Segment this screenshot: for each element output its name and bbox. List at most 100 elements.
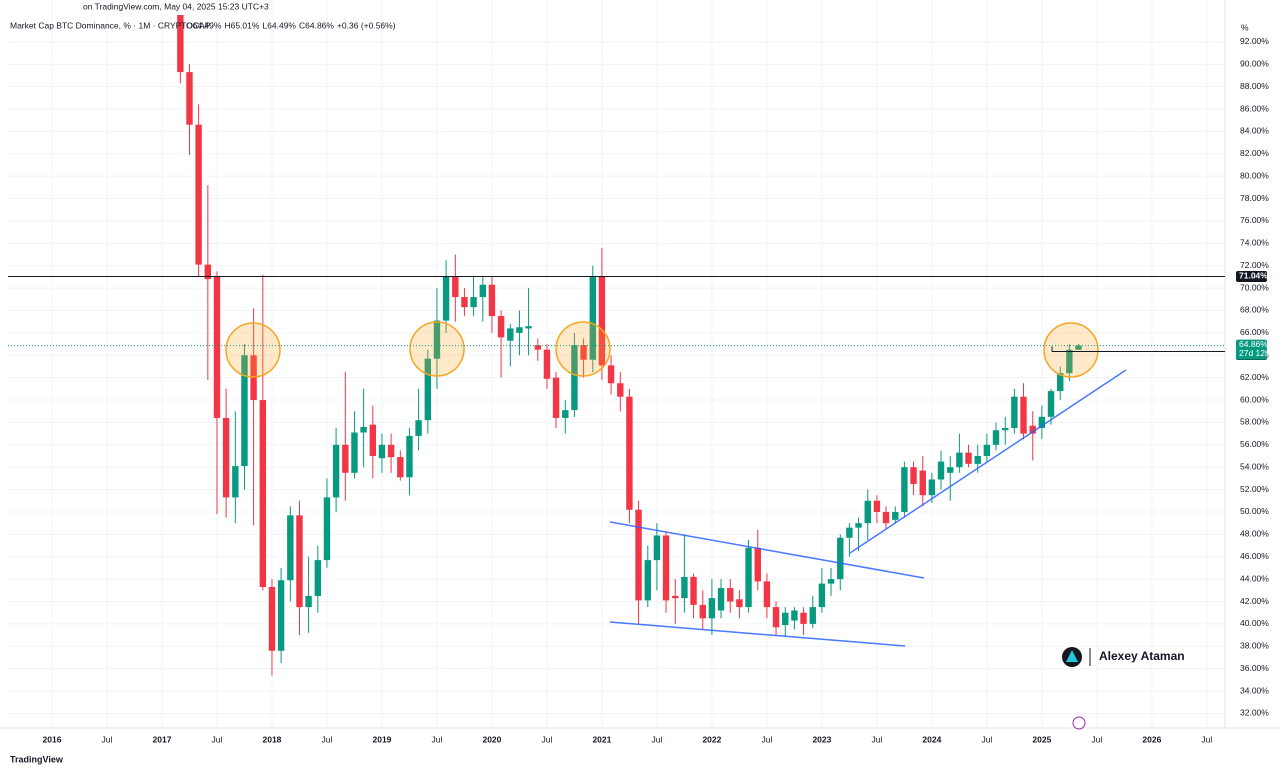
candle-body xyxy=(617,383,624,397)
branding: TradingView xyxy=(10,754,64,764)
candle-body xyxy=(1002,428,1009,431)
candle-body xyxy=(1011,396,1018,429)
candle-body xyxy=(516,327,523,333)
candle-body xyxy=(727,588,734,602)
y-tick-label: 36.00% xyxy=(1240,663,1269,673)
trendlines xyxy=(609,369,1127,647)
candle-body xyxy=(351,432,358,473)
candle-body xyxy=(543,349,551,379)
candle-body xyxy=(452,276,459,298)
annotations xyxy=(225,321,1099,378)
candle-body xyxy=(919,470,926,496)
x-tick-label: 2022 xyxy=(702,734,721,744)
candle-body xyxy=(892,511,899,520)
candle-body xyxy=(1020,396,1027,434)
price-label-bg xyxy=(1236,270,1267,282)
highlight-circle xyxy=(409,321,465,377)
candle-body xyxy=(287,515,294,581)
trendline xyxy=(609,521,925,579)
candle-body xyxy=(1038,416,1046,429)
y-tick-label: 74.00% xyxy=(1240,238,1269,248)
candle-body xyxy=(1066,349,1073,374)
candle-body xyxy=(406,435,413,478)
candle-body xyxy=(360,426,367,433)
y-tick-label: 42.00% xyxy=(1240,596,1269,606)
candle-body xyxy=(672,595,679,599)
y-tick-label: 38.00% xyxy=(1240,641,1269,651)
y-tick-label: 90.00% xyxy=(1240,58,1269,68)
trendline xyxy=(849,369,1127,554)
candle-body xyxy=(754,547,761,582)
candle-body xyxy=(947,467,954,473)
y-tick-label: 34.00% xyxy=(1240,685,1269,695)
candle-body xyxy=(1075,345,1082,350)
x-tick-label: Jul xyxy=(1201,734,1212,744)
y-tick-label: 72.00% xyxy=(1240,260,1269,270)
candle-body xyxy=(827,579,835,584)
candle-body xyxy=(782,612,789,626)
event-icon xyxy=(1072,716,1086,730)
x-tick-label: 2024 xyxy=(922,734,941,744)
candle-body xyxy=(488,284,496,317)
candle-body xyxy=(342,444,349,473)
candle-body xyxy=(910,467,917,484)
x-tick-label: 2025 xyxy=(1032,734,1051,744)
candle-body xyxy=(213,276,221,418)
y-tick-label: 60.00% xyxy=(1240,394,1269,404)
candle-body xyxy=(259,400,267,587)
y-tick-label: 44.00% xyxy=(1240,573,1269,583)
x-tick-label: Jul xyxy=(322,734,333,744)
candle-body xyxy=(974,456,981,464)
y-tick-label: 40.00% xyxy=(1240,618,1269,628)
candle-body xyxy=(497,316,505,338)
candle-body xyxy=(736,599,743,608)
candle-body xyxy=(369,424,377,457)
y-tick-label: 70.00% xyxy=(1240,282,1269,292)
author-watermark: Alexey Ataman xyxy=(1062,647,1185,667)
y-tick-label: 86.00% xyxy=(1240,103,1269,113)
candle-body xyxy=(1047,391,1055,417)
y-tick-label: 82.00% xyxy=(1240,148,1269,158)
candle-body xyxy=(772,607,780,628)
candle-body xyxy=(186,72,193,125)
candle-body xyxy=(1029,425,1036,434)
candle-body xyxy=(204,264,212,280)
candle-body xyxy=(791,610,798,621)
chart-title: Market Cap BTC Dominance, % · 1M · CRYPT… xyxy=(10,20,211,30)
x-tick-label: 2021 xyxy=(592,734,611,744)
candle-body xyxy=(552,377,560,418)
x-tick-label: Jul xyxy=(432,734,443,744)
candle-body xyxy=(992,430,1000,445)
candle-body xyxy=(415,420,422,436)
candle-body xyxy=(681,576,688,599)
candle-body xyxy=(222,417,230,498)
x-tick-label: Jul xyxy=(871,734,882,744)
ohlc-value: H65.01% xyxy=(224,20,259,30)
y-tick-label: 76.00% xyxy=(1240,215,1269,225)
candle-body xyxy=(461,297,468,308)
y-tick-label: 54.00% xyxy=(1240,461,1269,471)
candle-body xyxy=(882,511,890,524)
candle-body xyxy=(965,452,972,464)
x-tick-label: Jul xyxy=(541,734,552,744)
x-tick-label: Jul xyxy=(981,734,992,744)
candle-body xyxy=(277,580,285,651)
y-tick-label: 52.00% xyxy=(1240,484,1269,494)
ohlc-value: C64.86% xyxy=(299,20,334,30)
price-label: 71.04% xyxy=(1239,271,1268,281)
author-logo-mark xyxy=(1066,650,1078,662)
y-tick-label: 48.00% xyxy=(1240,529,1269,539)
author: Alexey Ataman xyxy=(1099,649,1185,663)
candle-body xyxy=(818,583,826,608)
highlight-circle xyxy=(225,322,281,378)
candle-body xyxy=(314,560,322,596)
candle-body xyxy=(809,607,816,624)
candle-body xyxy=(397,457,404,478)
y-tick-label: 66.00% xyxy=(1240,327,1269,337)
x-tick-label: 2016 xyxy=(43,734,62,744)
y-tick-label: 32.00% xyxy=(1240,708,1269,718)
candle-body xyxy=(332,444,340,498)
candle-body xyxy=(479,284,487,298)
y-tick-label: 58.00% xyxy=(1240,417,1269,427)
